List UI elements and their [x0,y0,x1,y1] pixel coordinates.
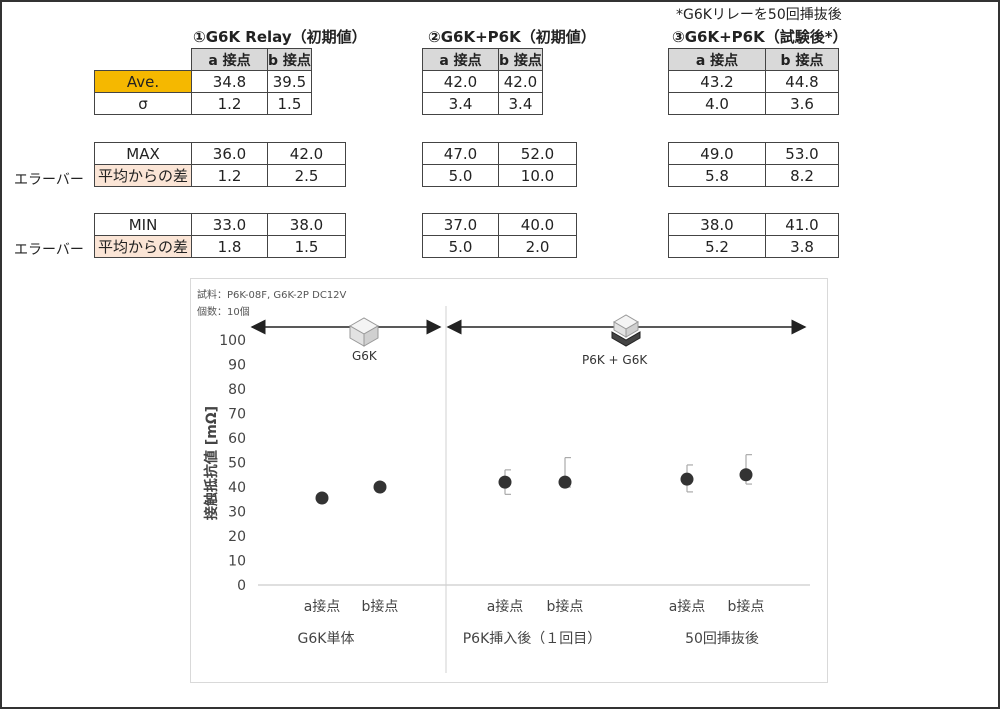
cell: 1.2 [191,164,268,187]
x-tick-label: a接点 [304,598,341,615]
cell: 8.2 [765,164,839,187]
table3-max: 49.0 53.0 5.8 8.2 [668,142,839,187]
cell: 33.0 [191,213,268,236]
cell: 38.0 [267,213,346,236]
cell: 3.4 [498,92,543,115]
x-tick-label: b接点 [728,598,765,615]
error-bar-label: エラーバー [14,172,84,188]
group-label: P6K挿入後（１回目） [463,631,602,647]
cell: 44.8 [765,70,839,93]
cell: 41.0 [765,213,839,236]
table3-min: 38.0 41.0 5.2 3.8 [668,213,839,258]
cell: 5.8 [668,164,766,187]
cell: 2.0 [498,235,577,258]
x-tick-label: a接点 [487,598,524,615]
cell: 10.0 [498,164,577,187]
table2-min: 37.0 40.0 5.0 2.0 [422,213,577,258]
cell: 1.8 [191,235,268,258]
header-b: b 接点 [267,48,312,71]
min-label: MIN [94,213,192,236]
cell: 52.0 [498,142,577,165]
y-axis-title: 接触抵抗値 [mΩ] [203,406,220,520]
cell: 47.0 [422,142,499,165]
diff-label: 平均からの差 [94,235,192,258]
table1-upper: a 接点 b 接点 Ave. 34.8 39.5 σ 1.2 1.5 [94,48,312,115]
data-point [373,480,387,494]
diff-label: 平均からの差 [94,164,192,187]
header-a: a 接点 [191,48,268,71]
table2-title: ②G6K+P6K（初期値） [428,28,596,46]
cell: 49.0 [668,142,766,165]
group-label: G6K単体 [298,631,355,647]
table2-max: 47.0 52.0 5.0 10.0 [422,142,577,187]
data-point [498,475,512,489]
chart-panel [190,278,828,683]
y-tick-label: 70 [228,407,246,423]
x-tick-label: b接点 [547,598,584,615]
table1-title: ①G6K Relay（初期値） [193,28,367,46]
cell: 1.2 [191,92,268,115]
cell: 1.5 [267,235,346,258]
header-b: b 接点 [765,48,839,71]
cell: 2.5 [267,164,346,187]
x-tick-label: b接点 [362,598,399,615]
cell: 1.5 [267,92,312,115]
cell: 42.0 [267,142,346,165]
sigma-label: σ [94,92,192,115]
region-label-p6k-g6k: P6K + G6K [582,353,648,367]
cell: 5.0 [422,235,499,258]
y-tick-label: 50 [228,456,246,472]
y-tick-label: 90 [228,358,246,374]
ave-label: Ave. [94,70,192,93]
data-point [558,475,572,489]
cell: 3.4 [422,92,499,115]
data-point [680,472,694,486]
data-point [739,468,753,482]
cell: 42.0 [498,70,543,93]
y-tick-label: 10 [228,554,246,570]
max-label: MAX [94,142,192,165]
cell: 34.8 [191,70,268,93]
cell: 5.0 [422,164,499,187]
cell: 38.0 [668,213,766,236]
table3-title: ③G6K+P6K（試験後*） [672,28,848,46]
table3-note: *G6Kリレーを50回挿抜後 [676,7,842,23]
cell: 37.0 [422,213,499,236]
table1-max: MAX 36.0 42.0 平均からの差 1.2 2.5 [94,142,346,187]
count-note: 個数：10個 [197,307,250,318]
cell: 4.0 [668,92,766,115]
cell: 43.2 [668,70,766,93]
cell: 3.8 [765,235,839,258]
sample-note: 試料：P6K-08F, G6K-2P DC12V [197,290,347,301]
header-a: a 接点 [668,48,766,71]
x-tick-label: a接点 [669,598,706,615]
table3-upper: a 接点 b 接点 43.2 44.8 4.0 3.6 [668,48,839,115]
y-tick-label: 60 [228,431,246,447]
y-tick-label: 40 [228,480,246,496]
y-tick-label: 0 [237,578,246,594]
y-tick-label: 30 [228,505,246,521]
header-b: b 接点 [498,48,543,71]
cell: 36.0 [191,142,268,165]
error-bar-label: エラーバー [14,242,84,258]
region-label-g6k: G6K [352,349,378,363]
cell: 53.0 [765,142,839,165]
y-tick-label: 20 [228,529,246,545]
data-point [315,491,329,505]
header-a: a 接点 [422,48,499,71]
cell: 39.5 [267,70,312,93]
table2-upper: a 接点 b 接点 42.0 42.0 3.4 3.4 [422,48,543,115]
group-label: 50回挿抜後 [685,631,759,647]
y-tick-label: 100 [219,333,246,349]
cell: 42.0 [422,70,499,93]
contact-resistance-chart: 0 10 20 30 40 50 60 70 80 90 100 a接点 b接点 a接点 b接点 a接点 b接点… [203,306,810,673]
cell: 5.2 [668,235,766,258]
y-tick-label: 80 [228,382,246,398]
relay-icon [348,317,380,347]
table1-min: MIN 33.0 38.0 平均からの差 1.8 1.5 [94,213,346,258]
cell: 40.0 [498,213,577,236]
cell: 3.6 [765,92,839,115]
socket-relay-icon [611,314,641,347]
